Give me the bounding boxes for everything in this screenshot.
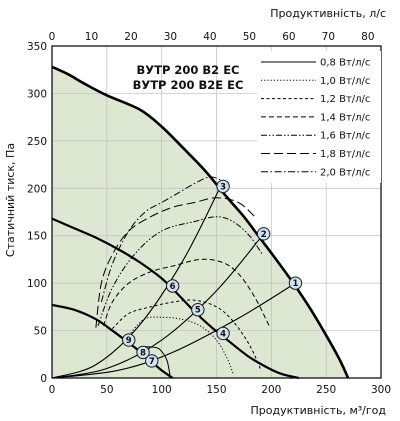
operating-point-8 <box>136 345 150 360</box>
operating-point-9 <box>122 333 136 347</box>
y-tick-label: 350 <box>27 41 47 53</box>
operating-point-4 <box>216 326 230 341</box>
operating-point-7 <box>145 354 159 368</box>
y-tick-label: 200 <box>27 183 47 195</box>
chart-title-line: ВУТР 200 В2Е ЕС <box>133 78 244 92</box>
legend-label: 1,8 Вт/л/с <box>320 149 370 160</box>
x2-tick-label: 30 <box>164 31 177 43</box>
x2-tick-label: 0 <box>49 31 56 43</box>
fan-curve-1 <box>51 65 350 379</box>
operating-point-label: 1 <box>292 279 298 289</box>
x2-tick-label: 50 <box>243 31 256 43</box>
y-tick-label: 150 <box>27 231 47 243</box>
x-axis-title: Продуктивність, м³/год <box>251 404 387 417</box>
operating-point-label: 2 <box>261 230 267 240</box>
fan-curve-2 <box>51 217 299 380</box>
y-tick-label: 100 <box>27 278 47 290</box>
operating-point-5 <box>191 303 205 317</box>
x-tick-label: 300 <box>371 384 391 396</box>
chart-title-line: ВУТР 200 В2 ЕС <box>137 63 240 77</box>
y-tick-label: 300 <box>27 88 47 100</box>
legend-label: 0,8 Вт/л/с <box>320 58 370 69</box>
operating-point-label: 8 <box>140 348 146 358</box>
x2-tick-label: 40 <box>203 31 216 43</box>
operating-point-label: 9 <box>126 336 132 346</box>
legend-label: 1,0 Вт/л/с <box>320 76 370 87</box>
x-tick-label: 150 <box>206 384 226 396</box>
operating-point-3 <box>216 179 230 194</box>
series-line-5 <box>97 216 263 327</box>
x-tick-label: 50 <box>100 384 113 396</box>
x-tick-label: 0 <box>49 384 56 396</box>
y-tick-label: 250 <box>27 136 47 148</box>
operating-point-1 <box>288 276 303 290</box>
system-curve-3 <box>51 282 296 379</box>
legend-label: 1,2 Вт/л/с <box>320 94 370 105</box>
legend-label: 2,0 Вт/л/с <box>320 167 370 178</box>
x2-tick-label: 70 <box>322 31 335 43</box>
operating-point-label: 7 <box>149 357 155 367</box>
operating-point-6 <box>165 279 180 293</box>
x-tick-label: 200 <box>261 384 281 396</box>
series-line-4 <box>103 258 270 327</box>
legend-label: 1,4 Вт/л/с <box>320 112 370 123</box>
x2-axis-title: Продуктивність, л/с <box>270 7 386 20</box>
y-tick-label: 0 <box>40 373 47 385</box>
x-tick-label: 100 <box>152 384 172 396</box>
x-tick-label: 250 <box>316 384 336 396</box>
operating-area <box>52 66 349 379</box>
y-tick-label: 50 <box>34 326 47 338</box>
system-curve-1 <box>51 183 223 379</box>
y-axis-title: Статичний тиск, Па <box>4 143 17 257</box>
operating-point-2 <box>256 227 271 241</box>
operating-point-label: 4 <box>220 329 226 339</box>
plot-frame <box>51 45 382 379</box>
operating-point-label: 3 <box>220 182 226 192</box>
x2-tick-label: 10 <box>85 31 98 43</box>
x2-tick-label: 60 <box>282 31 295 43</box>
series-line-7 <box>100 176 228 303</box>
x2-tick-label: 20 <box>124 31 137 43</box>
series-line-1 <box>144 346 171 379</box>
x2-tick-label: 80 <box>361 31 374 43</box>
operating-point-label: 6 <box>170 282 176 292</box>
series-line-3 <box>111 299 261 369</box>
operating-point-label: 5 <box>195 306 201 316</box>
legend-label: 1,6 Вт/л/с <box>320 131 370 142</box>
series-line-2 <box>128 316 234 374</box>
